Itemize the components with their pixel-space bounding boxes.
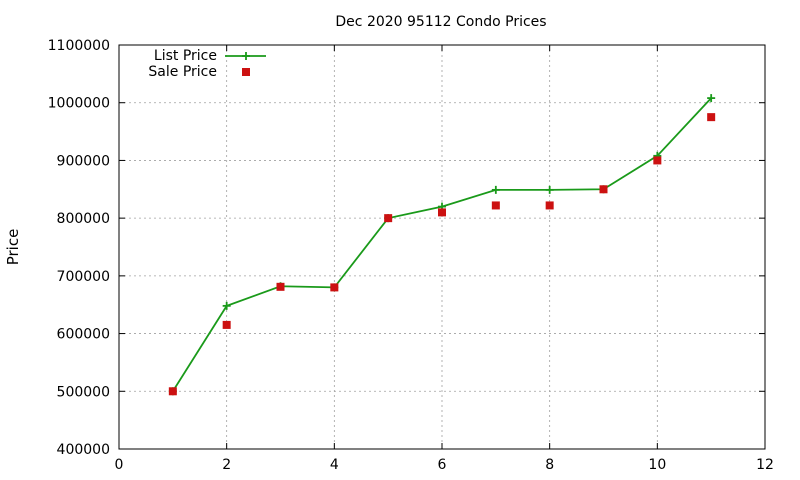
legend-marker-list-price <box>242 52 250 60</box>
y-tick-label: 900000 <box>57 153 110 169</box>
sale-price-point <box>168 387 177 396</box>
sale-price-point <box>545 201 554 210</box>
list-price-point <box>491 185 500 194</box>
list-price-point <box>545 185 554 194</box>
list-price-point <box>222 301 231 310</box>
chart-title: Dec 2020 95112 Condo Prices <box>335 14 546 30</box>
sale-price-point <box>707 113 716 122</box>
y-tick-label: 700000 <box>57 269 110 285</box>
plot-frame <box>118 44 766 450</box>
x-tick-label: 12 <box>756 457 774 473</box>
sale-price-point <box>438 208 446 217</box>
sale-price-point <box>330 283 339 292</box>
sale-price-point <box>222 320 231 329</box>
list-price-point <box>707 94 716 103</box>
y-tick-label: 400000 <box>57 442 110 458</box>
sale-price-point <box>384 214 393 223</box>
y-axis-ticks: 400000 500000 600000 700000 800000 900000 1000… <box>48 38 765 458</box>
y-tick-label: 1100000 <box>48 38 110 54</box>
grid-lines <box>119 45 765 449</box>
legend: List Price Sale Price <box>148 48 266 80</box>
y-tick-label: 500000 <box>57 384 110 400</box>
y-tick-label: 800000 <box>57 211 110 227</box>
legend-label-list-price: List Price <box>154 48 217 64</box>
legend-label-sale-price: Sale Price <box>148 64 217 80</box>
sale-price-point <box>599 185 608 194</box>
y-tick-label: 1000000 <box>48 96 110 112</box>
x-tick-label: 0 <box>115 457 124 473</box>
sale-price-point <box>491 201 500 210</box>
x-tick-label: 6 <box>438 457 447 473</box>
x-tick-label: 10 <box>648 457 666 473</box>
sale-price-point <box>276 282 285 291</box>
x-tick-label: 4 <box>330 457 339 473</box>
x-tick-label: 8 <box>545 457 554 473</box>
x-axis-ticks: 0 2 4 6 8 10 12 <box>115 45 774 473</box>
legend-marker-sale-price <box>242 68 250 76</box>
list-price-line <box>172 97 712 392</box>
y-axis-label: Price <box>4 229 22 266</box>
x-tick-label: 2 <box>222 457 231 473</box>
y-tick-label: 600000 <box>57 327 110 343</box>
series-group <box>168 94 716 396</box>
sale-price-point <box>653 156 662 165</box>
